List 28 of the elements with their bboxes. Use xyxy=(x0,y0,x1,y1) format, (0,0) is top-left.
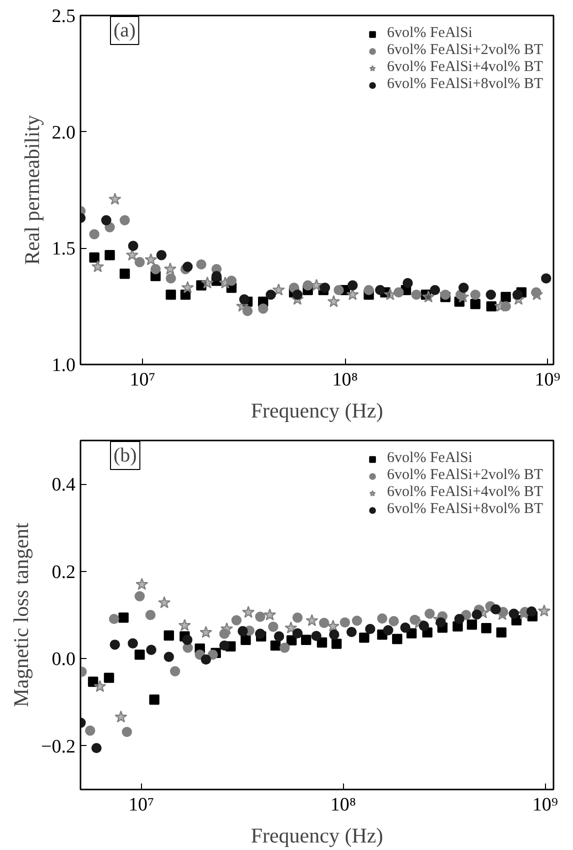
y-axis-title: Real permeability xyxy=(20,114,44,265)
y-tick-label: 2.0 xyxy=(52,122,76,144)
legend-label: 6vol% FeAlSi+2vol% BT xyxy=(387,467,543,484)
y-tick-label: 2.5 xyxy=(52,6,76,27)
annotation: (b) xyxy=(114,444,137,466)
x-tick-label: 10⁷ xyxy=(130,370,156,390)
legend-label: 6vol% FeAlSi xyxy=(387,25,472,42)
x-axis-title: Frequency (Hz) xyxy=(250,398,384,422)
x-tick-label: 10⁷ xyxy=(128,794,154,816)
y-tick-label: 0.4 xyxy=(52,474,76,496)
legend-label: 6vol% FeAlSi+4vol% BT xyxy=(387,484,543,501)
x-axis-title: Frequency (Hz) xyxy=(250,824,384,848)
legend-label: 6vol% FeAlSi+2vol% BT xyxy=(387,42,543,59)
legend-label: 6vol% FeAlSi+8vol% BT xyxy=(387,501,543,518)
y-tick-label: 1.0 xyxy=(52,355,76,376)
y-axis-title: Magnetic loss tangent xyxy=(9,522,34,708)
legend-label: 6vol% FeAlSi+4vol% BT xyxy=(387,59,543,76)
y-tick-label: 0.0 xyxy=(52,649,76,670)
legend-label: 6vol% FeAlSi xyxy=(387,450,472,467)
x-tick-label: 10⁹ xyxy=(532,794,558,816)
x-tick-label: 10⁹ xyxy=(534,370,561,390)
x-tick-label: 10⁸ xyxy=(330,794,356,816)
legend-label: 6vol% FeAlSi+8vol% BT xyxy=(387,76,543,93)
x-tick-label: 10⁸ xyxy=(332,370,358,390)
y-tick-label: 0.2 xyxy=(52,562,76,583)
y-tick-label: 1.5 xyxy=(52,238,76,260)
annotation: (a) xyxy=(114,20,136,42)
y-tick-label: −0.2 xyxy=(41,736,76,758)
